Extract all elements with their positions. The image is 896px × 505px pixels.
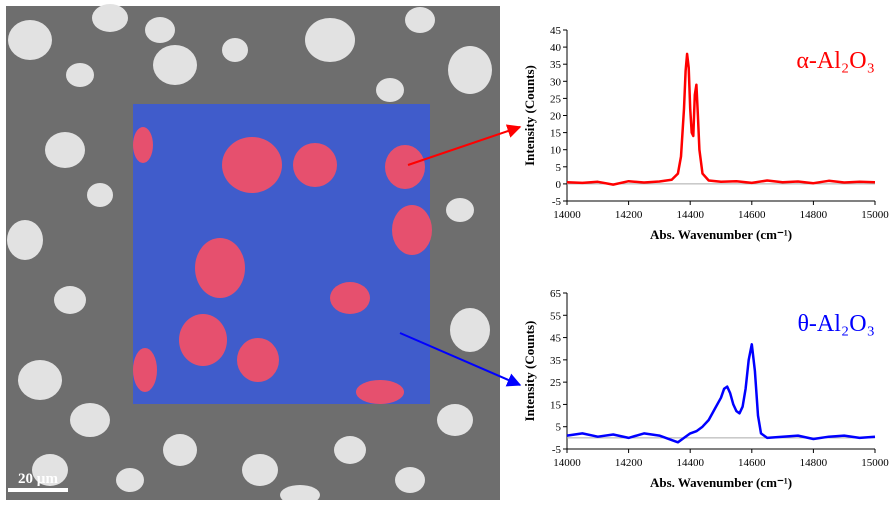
- figure: 20 µm -5 0 5 10 15 20 25 30 35 40 45 14000 14200 1440…: [0, 0, 896, 500]
- y-tick-label: 40: [550, 42, 562, 54]
- x-tick-label: 14800: [800, 457, 828, 469]
- y-axis-label: Intensity (Counts): [522, 321, 537, 422]
- x-tick-label: 14600: [738, 457, 766, 469]
- y-tick-label: 45: [550, 25, 562, 37]
- micrograph: 20 µm: [6, 4, 500, 500]
- y-tick-label: 15: [550, 399, 562, 411]
- y-tick-label: 30: [550, 76, 562, 88]
- x-tick-label: 14400: [676, 209, 704, 221]
- x-tick-label: 15000: [861, 209, 889, 221]
- y-tick-label: 45: [550, 333, 562, 345]
- x-tick-label: 14800: [800, 209, 828, 221]
- y-tick-label: 5: [556, 162, 562, 174]
- y-tick-label: 0: [556, 179, 562, 191]
- spectrum-line: [567, 344, 875, 442]
- x-tick-label: 14000: [553, 457, 581, 469]
- y-tick-label: 35: [550, 59, 562, 71]
- x-axis-label: Abs. Wavenumber (cm⁻¹): [650, 475, 792, 490]
- y-tick-label: 10: [550, 145, 562, 157]
- x-tick-label: 14200: [615, 457, 643, 469]
- y-tick-label: 35: [550, 355, 562, 367]
- annotation: θ-Al₂O₃: [797, 311, 875, 337]
- y-tick-label: 55: [550, 310, 562, 322]
- page: {"image": {"scale_bar": "20 µm"}, "chart…: [0, 0, 896, 500]
- x-tick-label: 14000: [553, 209, 581, 221]
- y-tick-label: 15: [550, 128, 562, 140]
- scale-bar-label: 20 µm: [18, 471, 58, 487]
- y-tick-label: -5: [552, 444, 562, 456]
- x-axis-label: Abs. Wavenumber (cm⁻¹): [650, 227, 792, 242]
- y-tick-label: 65: [550, 288, 562, 300]
- y-tick-label: 25: [550, 93, 562, 105]
- y-axis-label: Intensity (Counts): [522, 65, 537, 166]
- y-tick-label: 20: [550, 111, 562, 123]
- y-tick-label: -5: [552, 196, 562, 208]
- y-tick-label: 25: [550, 377, 562, 389]
- x-tick-label: 14600: [738, 209, 766, 221]
- y-tick-label: 5: [556, 422, 562, 434]
- annotation: α-Al₂O₃: [796, 48, 875, 74]
- x-tick-label: 14400: [676, 457, 704, 469]
- x-tick-label: 14200: [615, 209, 643, 221]
- x-tick-label: 15000: [861, 457, 889, 469]
